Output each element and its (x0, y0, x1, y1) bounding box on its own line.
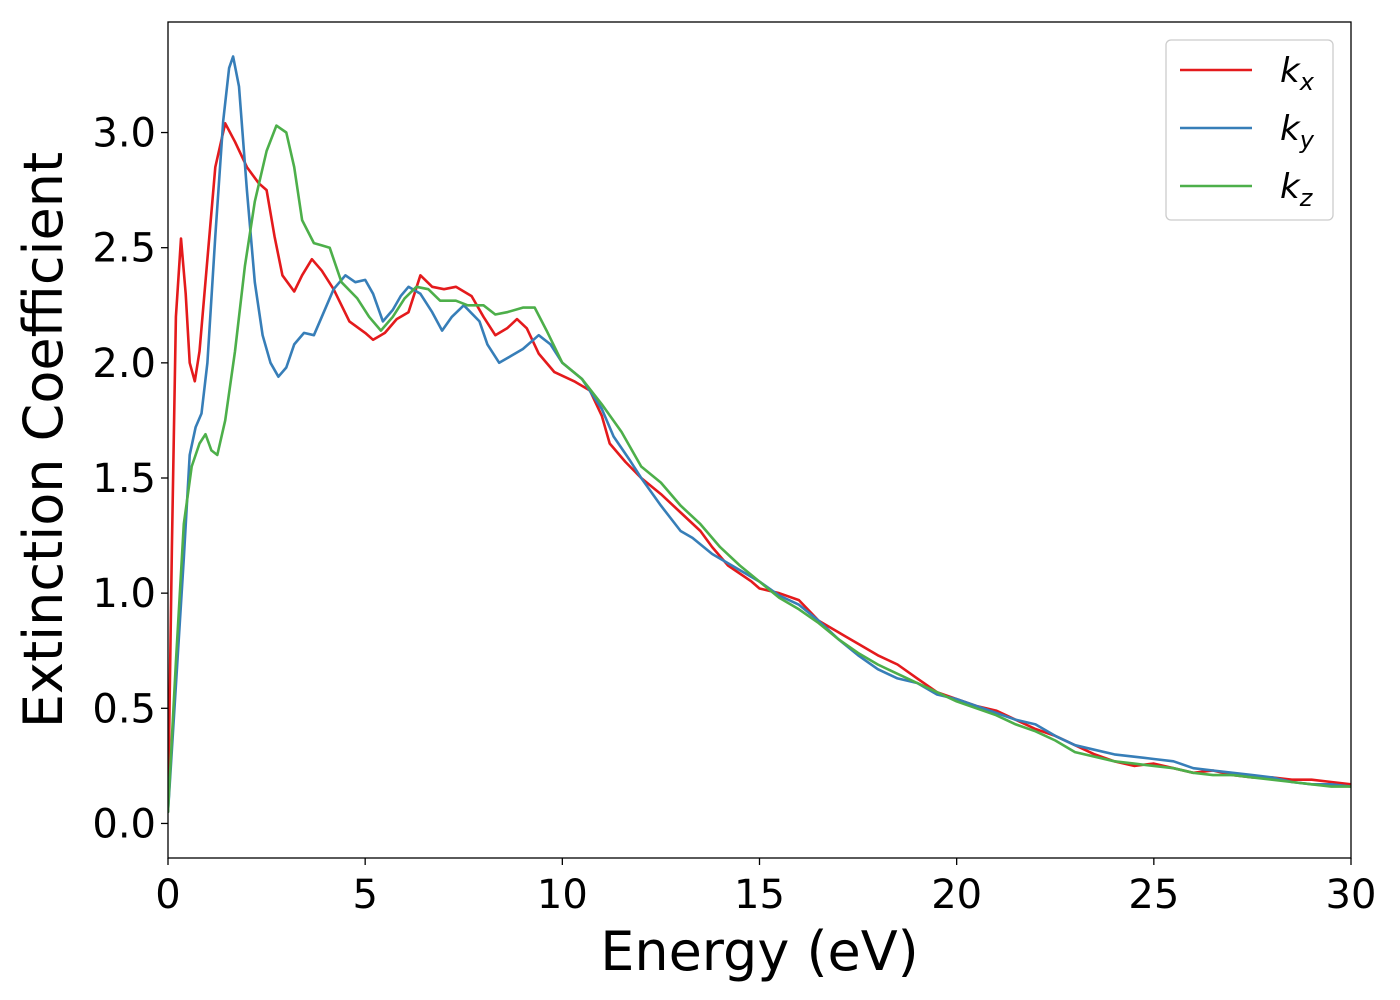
x-axis-title: Energy (eV) (600, 920, 919, 983)
legend: kx ky kz (1165, 39, 1334, 221)
y-tick-label: 0.0 (92, 801, 156, 847)
ticks-layer: 0 5 10 15 20 25 30 0.0 0.5 1.0 1.5 2.0 2.5 3.0 (92, 111, 1376, 918)
series-line-k-z (168, 124, 1351, 814)
y-tick-label: 0.5 (92, 686, 156, 732)
x-tick-label: 20 (931, 872, 982, 918)
legend-label-k-y: ky (1280, 109, 1315, 154)
x-tick-label: 30 (1326, 872, 1377, 918)
y-tick-label: 1.5 (92, 456, 156, 502)
y-tick-label: 3.0 (92, 111, 156, 157)
x-tick-label: 5 (352, 872, 377, 918)
y-axis-title: Extinction Coefficient (12, 152, 75, 728)
y-tick-label: 2.0 (92, 341, 156, 387)
series-line-k-y (168, 55, 1351, 814)
x-tick-label: 25 (1128, 872, 1179, 918)
x-tick-label: 0 (155, 872, 180, 918)
x-tick-label: 15 (734, 872, 785, 918)
legend-box (1165, 39, 1334, 221)
x-tick-label: 10 (537, 872, 588, 918)
series-layer (168, 55, 1351, 814)
legend-label-k-z: kz (1280, 167, 1314, 212)
y-tick-label: 1.0 (92, 571, 156, 617)
legend-label-k-x: kx (1280, 51, 1315, 96)
y-tick-label: 2.5 (92, 226, 156, 272)
